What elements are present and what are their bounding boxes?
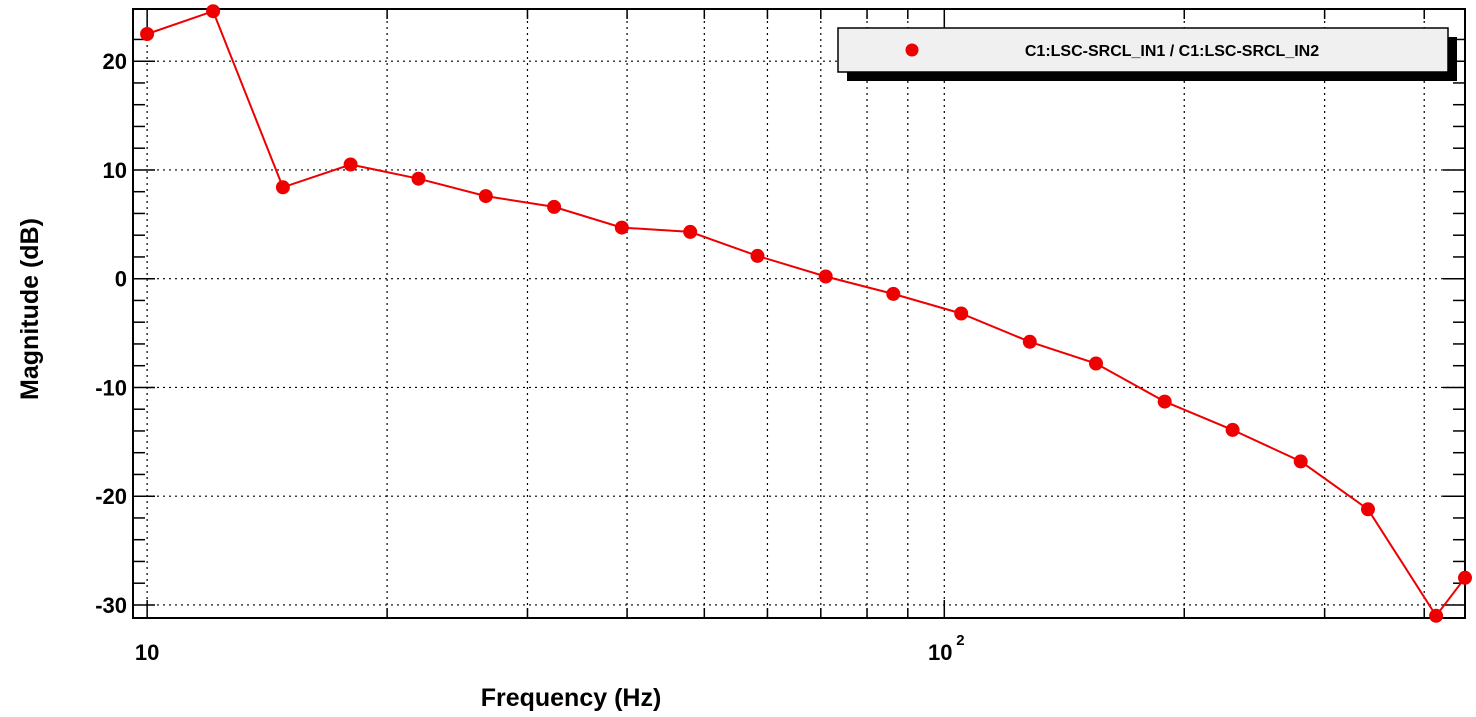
data-point	[954, 306, 969, 321]
data-point	[1429, 608, 1444, 623]
x-tick-label: 10	[135, 640, 159, 665]
data-point	[478, 189, 493, 204]
grid-lines	[133, 9, 1465, 618]
data-point	[750, 248, 765, 263]
data-point	[614, 220, 629, 235]
legend-box	[837, 27, 1449, 73]
data-point	[1293, 454, 1308, 469]
data-point	[1225, 422, 1240, 437]
data-point	[886, 286, 901, 301]
y-tick-label: -10	[95, 375, 127, 400]
data-point	[275, 180, 290, 195]
y-axis-title: Magnitude (dB)	[16, 218, 44, 400]
minor-tick-marks	[133, 9, 1465, 618]
major-tick-marks	[133, 9, 1465, 618]
legend: C1:LSC-SRCL_IN1 / C1:LSC-SRCL_IN2	[837, 27, 1457, 81]
y-tick-label: 0	[115, 267, 127, 292]
data-point	[140, 27, 155, 41]
legend-marker	[905, 43, 919, 57]
data-point	[547, 199, 562, 214]
data-point	[1361, 502, 1375, 517]
y-tick-label: 10	[103, 158, 127, 183]
data-point	[1458, 570, 1472, 585]
series-line	[146, 9, 1466, 618]
data-point	[343, 157, 358, 172]
legend-entry: C1:LSC-SRCL_IN1 / C1:LSC-SRCL_IN2	[1025, 43, 1319, 60]
data-point	[1089, 356, 1103, 371]
y-tick-label: -20	[95, 484, 127, 509]
x-tick-labels: 10 10 2	[135, 632, 965, 665]
x-tick-label-exponent: 2	[956, 632, 964, 649]
data-point	[411, 171, 426, 186]
y-tick-label: -30	[95, 593, 127, 618]
y-tick-label: 20	[103, 49, 127, 74]
data-point	[1157, 394, 1172, 409]
data-point	[818, 269, 833, 284]
plot-frame	[132, 8, 1466, 619]
data-point	[1022, 334, 1037, 349]
data-point	[683, 224, 698, 239]
x-axis-title: Frequency (Hz)	[481, 684, 662, 712]
series-points	[140, 4, 1472, 623]
x-tick-label-base: 10	[928, 640, 952, 665]
data-point	[206, 4, 221, 19]
y-tick-labels: 20 10 0 -10 -20 -30	[95, 49, 127, 618]
